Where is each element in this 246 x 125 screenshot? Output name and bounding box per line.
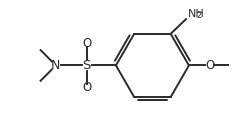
Text: S: S [82, 59, 91, 72]
Text: O: O [82, 37, 91, 50]
Text: O: O [82, 81, 91, 94]
Text: N: N [51, 59, 61, 72]
Text: 2: 2 [197, 11, 202, 20]
Text: O: O [205, 59, 214, 72]
Text: NH: NH [188, 9, 204, 19]
